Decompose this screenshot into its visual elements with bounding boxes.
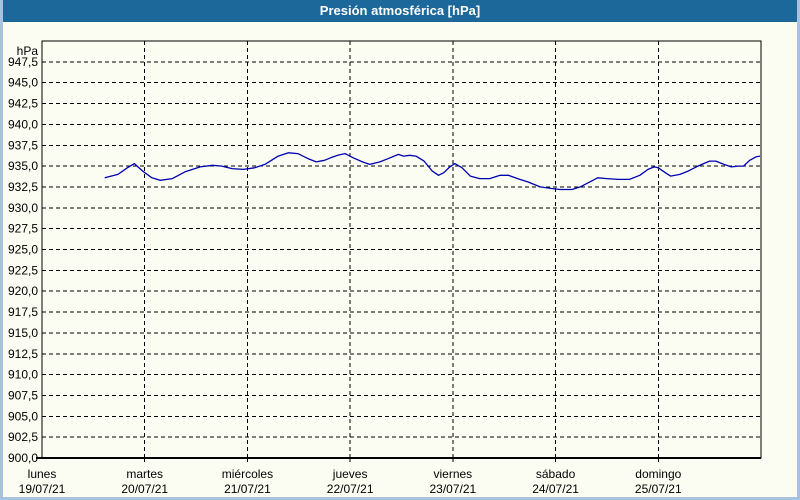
y-tick-label: 907,5 xyxy=(8,388,38,402)
y-tick-label: 915,0 xyxy=(8,326,38,340)
y-tick-label: 902,5 xyxy=(8,430,38,444)
y-tick-label: 930,0 xyxy=(8,201,38,215)
y-tick-label: 945,0 xyxy=(8,76,38,90)
y-tick-label: 905,0 xyxy=(8,409,38,423)
day-name-label: domingo xyxy=(635,467,681,481)
day-name-label: viernes xyxy=(434,467,473,481)
y-tick-label: 947,5 xyxy=(8,55,38,69)
window-title: Presión atmosférica [hPa] xyxy=(319,3,481,18)
y-tick-label: 920,0 xyxy=(8,284,38,298)
day-date-label: 23/07/21 xyxy=(429,482,476,496)
y-tick-label: 942,5 xyxy=(8,97,38,111)
y-tick-label: 925,0 xyxy=(8,243,38,257)
pressure-line xyxy=(104,152,761,191)
day-name-label: jueves xyxy=(332,467,368,481)
titlebar[interactable]: Presión atmosférica [hPa] xyxy=(3,0,797,22)
y-tick-label: 917,5 xyxy=(8,305,38,319)
day-name-label: lunes xyxy=(28,467,57,481)
day-date-label: 20/07/21 xyxy=(121,482,168,496)
y-tick-label: 927,5 xyxy=(8,222,38,236)
y-tick-label: 910,0 xyxy=(8,368,38,382)
day-name-label: sábado xyxy=(536,467,576,481)
y-tick-label: 935,0 xyxy=(8,159,38,173)
day-name-label: martes xyxy=(126,467,163,481)
day-date-label: 22/07/21 xyxy=(327,482,374,496)
day-date-label: 21/07/21 xyxy=(224,482,271,496)
y-tick-label: 940,0 xyxy=(8,117,38,131)
y-tick-label: 937,5 xyxy=(8,138,38,152)
y-tick-label: 900,0 xyxy=(8,451,38,465)
y-axis-unit-label: hPa xyxy=(16,44,38,58)
day-name-label: miércoles xyxy=(222,467,273,481)
y-tick-label: 912,5 xyxy=(8,347,38,361)
day-date-label: 25/07/21 xyxy=(635,482,682,496)
y-tick-label: 932,5 xyxy=(8,180,38,194)
y-tick-label: 922,5 xyxy=(8,263,38,277)
day-date-label: 24/07/21 xyxy=(532,482,579,496)
day-date-label: 19/07/21 xyxy=(19,482,66,496)
